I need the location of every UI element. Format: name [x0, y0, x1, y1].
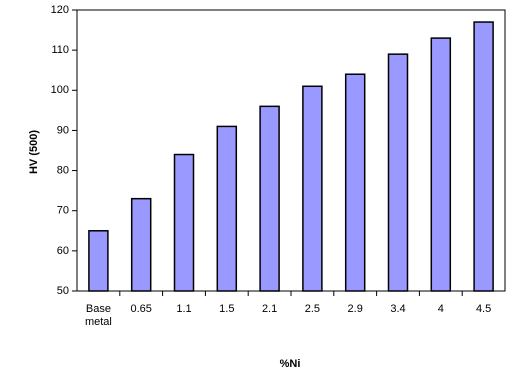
y-tick-label: 120: [51, 4, 69, 16]
x-axis-title: %Ni: [280, 358, 301, 370]
x-tick-label: 3.4: [390, 303, 405, 315]
y-tick-label: 60: [57, 245, 69, 257]
x-tick-label: 4.5: [476, 303, 491, 315]
bar: [473, 21, 494, 292]
bar: [216, 125, 238, 292]
x-tick-label: metal: [85, 316, 112, 328]
bar: [88, 230, 109, 292]
x-tick-label: 1.5: [219, 303, 234, 315]
bar: [344, 73, 366, 292]
bar: [173, 153, 195, 292]
bar: [387, 53, 409, 292]
y-tick-label: 80: [57, 164, 69, 176]
x-tick-label: 0.65: [130, 303, 151, 315]
y-tick-label: 100: [51, 84, 69, 96]
bar: [259, 105, 280, 292]
bar: [130, 197, 152, 292]
x-tick-label: 2.5: [305, 303, 320, 315]
bar: [302, 85, 323, 292]
y-tick-label: 70: [57, 205, 69, 217]
y-tick-label: 50: [57, 285, 69, 297]
bar: [430, 37, 452, 292]
x-tick-label: Base: [86, 303, 111, 315]
y-axis-title: HV (500): [28, 130, 40, 174]
x-tick-label: 2.1: [262, 303, 277, 315]
y-tick-label: 90: [57, 124, 69, 136]
x-tick-label: 1.1: [176, 303, 191, 315]
x-tick-label: 2.9: [348, 303, 363, 315]
y-tick-label: 110: [51, 44, 69, 56]
x-tick-label: 4: [438, 303, 444, 315]
